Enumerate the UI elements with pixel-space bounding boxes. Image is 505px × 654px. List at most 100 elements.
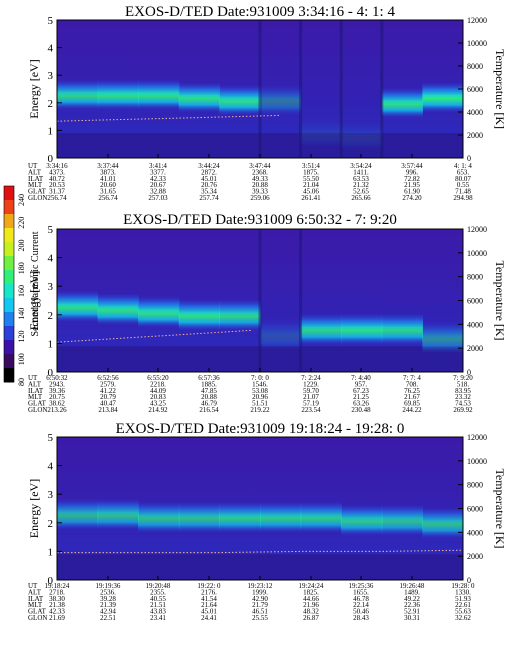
y2-tick-label: 0 [467, 154, 471, 163]
orbit-cell: 48.32 [303, 608, 319, 616]
orbit-cell: 708. [406, 380, 419, 388]
colorbar-swatch [4, 242, 14, 257]
panel-title: EXOS-D/TED Date:931009 6:50:32 - 7: 9:20 [123, 212, 397, 228]
orbit-cell: 2536. [100, 588, 116, 596]
orbit-row-label: GLON [28, 194, 47, 202]
orbit-cell: 67.23 [353, 387, 369, 395]
orbit-cell: 21.79 [252, 601, 268, 609]
orbit-cell: 294.98 [453, 194, 473, 202]
orbit-cell: 1825. [303, 588, 319, 596]
orbit-cell: 44.66 [303, 595, 319, 603]
orbit-cell: 28.43 [353, 614, 369, 622]
orbit-cell: 45.01 [201, 175, 217, 183]
orbit-cell: 69.85 [404, 400, 420, 408]
y-tick-label: 4 [48, 461, 54, 473]
y2-tick-label: 12000 [467, 16, 487, 25]
y-tick-label: 3 [48, 70, 54, 82]
colorbar-swatch [4, 200, 14, 215]
band-segment [57, 79, 99, 110]
y2-tick-label: 12000 [467, 225, 487, 234]
colorbar-swatch [4, 354, 14, 369]
orbit-cell: 51.51 [252, 400, 268, 408]
orbit-cell: 216.54 [199, 406, 219, 414]
y2-tick-label: 10000 [467, 39, 487, 48]
orbit-cell: 230.48 [351, 406, 371, 414]
orbit-row-label: ALT [28, 380, 42, 388]
orbit-cell: 49.33 [252, 175, 268, 183]
orbit-cell: 22.61 [455, 601, 471, 609]
orbit-cell: 52.65 [353, 188, 369, 196]
orbit-cell: 3:41:4 [149, 162, 167, 170]
orbit-cell: 21.96 [303, 601, 319, 609]
orbit-cell: 1655. [353, 588, 369, 596]
y2-tick-label: 0 [467, 368, 471, 377]
panel-title: EXOS-D/TED Date:931009 19:18:24 - 19:28:… [116, 421, 405, 437]
colorbar-swatch [4, 340, 14, 355]
orbit-cell: 55.63 [455, 608, 471, 616]
y2-tick-label: 6000 [467, 505, 483, 514]
colorbar-tick-label: 140 [17, 308, 26, 320]
orbit-cell: 63.26 [353, 400, 369, 408]
band-segment [341, 313, 383, 345]
orbit-cell: 1885. [201, 380, 217, 388]
y-tick-label: 2 [48, 518, 54, 530]
orbit-cell: 25.55 [252, 614, 268, 622]
orbit-cell: 21.32 [353, 181, 369, 189]
orbit-cell: 0.55 [457, 181, 470, 189]
orbit-cell: 46.51 [252, 608, 268, 616]
orbit-cell: 46.78 [353, 595, 369, 603]
orbit-cell: 213.84 [98, 406, 118, 414]
orbit-cell: 83.95 [455, 387, 471, 395]
orbit-cell: 1999. [252, 588, 268, 596]
colorbar-swatch [4, 256, 14, 271]
orbit-cell: 45.01 [201, 608, 217, 616]
y-tick-label: 3 [48, 489, 54, 501]
y-tick-label: 3 [48, 281, 54, 293]
orbit-cell: 20.96 [252, 393, 268, 401]
orbit-cell: 2368. [252, 168, 268, 176]
orbit-cell: 43.25 [150, 400, 166, 408]
orbit-cell: 20.76 [201, 181, 217, 189]
y-axis-label: Energy [eV] [27, 271, 41, 330]
band-segment [219, 299, 261, 331]
y-tick-label: 1 [48, 546, 54, 558]
colorbar-swatch [4, 312, 14, 327]
orbit-cell: 1330. [455, 588, 471, 596]
orbit-row-label: ILAT [28, 387, 44, 395]
orbit-row-label: ILAT [28, 595, 44, 603]
orbit-cell: 20.88 [252, 181, 268, 189]
y2-tick-label: 8000 [467, 481, 483, 490]
orbit-cell: 6:52:56 [97, 374, 119, 382]
band-segment [219, 84, 261, 116]
orbit-row-label: UT [28, 582, 38, 590]
orbit-cell: 1546. [252, 380, 268, 388]
orbit-table: UTALTILATMLTGLATGLON6:50:322943.39.3620.… [28, 374, 473, 414]
band-segment [97, 498, 139, 530]
orbit-cell: 261.41 [301, 194, 321, 202]
orbit-cell: 42.90 [252, 595, 268, 603]
y-tick-label: 1 [48, 338, 54, 350]
y-tick-label: 4 [48, 253, 54, 265]
orbit-cell: 1875. [303, 168, 319, 176]
orbit-cell: 3:37:44 [97, 162, 119, 170]
data-gap-streak [258, 229, 262, 372]
orbit-cell: 223.54 [301, 406, 321, 414]
orbit-cell: 40.72 [49, 175, 65, 183]
y-axis-label: Energy [eV] [27, 479, 41, 538]
orbit-cell: 42.33 [150, 175, 166, 183]
orbit-cell: 19:22: 0 [197, 582, 221, 590]
band-segment [260, 501, 302, 533]
band-segment [178, 82, 220, 113]
orbit-cell: 6:57:36 [198, 374, 220, 382]
orbit-cell: 55.50 [303, 175, 319, 183]
orbit-cell: 6:50:32 [46, 374, 68, 382]
y2-tick-label: 10000 [467, 457, 487, 466]
orbit-cell: 7: 4:40 [351, 374, 371, 382]
orbit-cell: 257.74 [199, 194, 219, 202]
orbit-cell: 20.67 [150, 181, 166, 189]
orbit-cell: 30.31 [404, 614, 420, 622]
colorbar: 240 220 200 180 160 140 120 100 80 Second Harmoni… [3, 185, 41, 386]
orbit-cell: 7: 7: 4 [403, 374, 421, 382]
y2-tick-label: 4000 [467, 528, 483, 537]
orbit-cell: 45.06 [303, 188, 319, 196]
